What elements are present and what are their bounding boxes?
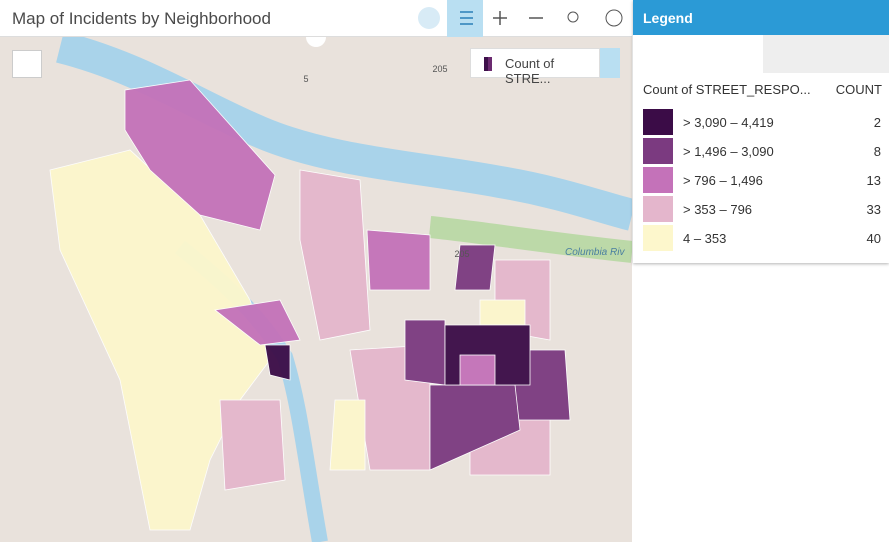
legend-label: > 3,090 – 4,419 [683, 115, 774, 130]
detail-tab[interactable] [763, 35, 889, 73]
neighborhood[interactable] [299, 169, 371, 341]
legend-panel: Legend Count of STREET_RESPO... COUNT > … [633, 0, 889, 263]
layer-chip[interactable]: Count of STRE... [470, 48, 600, 86]
legend-count: 2 [873, 115, 881, 130]
river-label: Columbia Riv [565, 247, 625, 258]
legend-row: 4 – 353 40 [643, 224, 883, 253]
legend-count: 33 [866, 202, 881, 217]
road-label: 205 [454, 249, 469, 259]
legend-swatch [643, 138, 673, 164]
layers-button[interactable] [418, 7, 440, 29]
legend-header: Legend [633, 0, 889, 35]
layer-chip-text: Count of STRE... [505, 56, 555, 86]
road-label: 5 [303, 74, 308, 84]
header: Map of Incidents by Neighborhood [0, 0, 632, 37]
neighborhood[interactable] [219, 399, 286, 491]
collapse-button[interactable] [306, 37, 326, 47]
legend-label: > 796 – 1,496 [683, 173, 763, 188]
title: Map of Incidents by Neighborhood [12, 9, 271, 28]
neighborhood[interactable] [264, 344, 291, 381]
map: 5 205 205 Columbia Riv [0, 37, 632, 542]
count-header: COUNT [835, 82, 882, 97]
legend-count: 40 [866, 231, 881, 246]
neighborhood[interactable] [214, 299, 301, 346]
legend-row: > 796 – 1,496 13 [643, 166, 883, 195]
home-button[interactable] [12, 50, 42, 78]
neighborhood[interactable] [404, 319, 446, 386]
road-label: 205 [432, 64, 447, 74]
legend-swatch [643, 167, 673, 193]
neighborhoods [49, 79, 571, 531]
neighborhood[interactable] [454, 244, 496, 291]
chip-collapse[interactable] [600, 48, 620, 78]
list-tab[interactable] [633, 35, 763, 73]
neighborhood[interactable] [366, 229, 431, 291]
legend-label: > 1,496 – 3,090 [683, 144, 774, 159]
legend-swatch [643, 196, 673, 222]
island [428, 216, 632, 263]
legend-row: > 1,496 – 3,090 8 [643, 137, 883, 166]
legend-title: Legend [643, 10, 693, 26]
neighborhood[interactable] [459, 354, 496, 386]
legend-label: 4 – 353 [683, 231, 727, 246]
neighborhood[interactable] [479, 299, 526, 326]
legend-swatch [643, 225, 673, 251]
legend-field: Count of STREET_RESPO... [643, 82, 811, 97]
legend-row: > 3,090 – 4,419 2 [643, 108, 883, 137]
legend-count: 8 [873, 144, 881, 159]
legend-row: > 353 – 796 33 [643, 195, 883, 224]
legend-tabs [633, 35, 889, 73]
info-button[interactable] [605, 9, 623, 27]
neighborhood[interactable] [124, 79, 276, 231]
legend-count: 13 [866, 173, 881, 188]
neighborhood[interactable] [329, 399, 366, 471]
search-button[interactable] [567, 11, 579, 23]
legend-swatch [643, 109, 673, 135]
legend-label: > 353 – 796 [683, 202, 753, 217]
toolbar [418, 0, 623, 37]
